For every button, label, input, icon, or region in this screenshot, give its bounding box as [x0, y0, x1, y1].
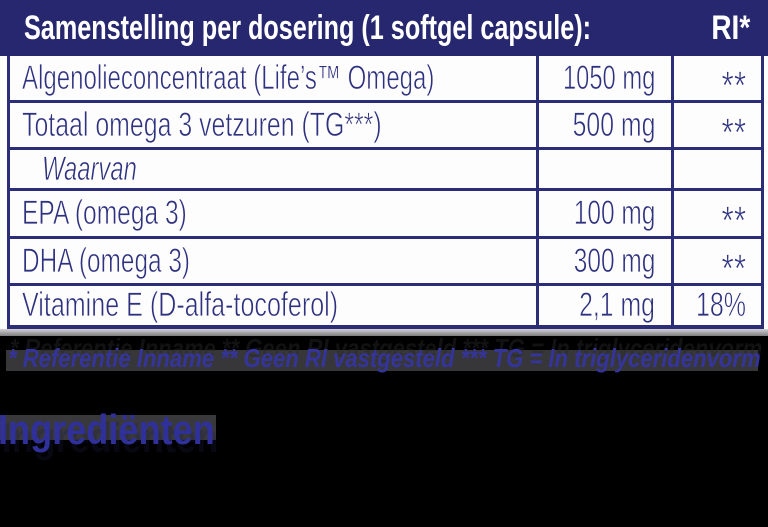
table-row-amount: [539, 150, 671, 188]
ingredient-name: Totaal omega 3 vetzuren (TG***): [22, 105, 382, 144]
ingredient-name: Algenolieconcentraat (Life’s™ Omega): [22, 58, 435, 97]
table-header-ri-text: RI*: [711, 8, 750, 47]
table-row-amount: 500 mg: [539, 103, 671, 147]
table-row-ingredient-name: Vitamine E (D-alfa-tocoferol): [10, 286, 536, 325]
table-row-ingredient-name: Totaal omega 3 vetzuren (TG***): [10, 103, 536, 147]
footnote-text: * Referentie Inname ** Geen RI vastgeste…: [8, 342, 761, 373]
ingredients-heading: Ingrediënten: [0, 402, 250, 458]
ingredient-ri: 18%: [695, 286, 747, 324]
table-row-ingredient-name: DHA (omega 3): [10, 239, 536, 283]
table-row-ri: **: [674, 103, 761, 147]
heading-halo: [0, 415, 216, 440]
table-row-ri: **: [674, 191, 761, 236]
ingredient-amount: 300 mg: [573, 241, 655, 280]
composition-table: Algenolieconcentraat (Life’s™ Omega) 105…: [7, 56, 764, 329]
table-row-ri: [674, 150, 761, 188]
ingredient-amount: 2,1 mg: [579, 286, 655, 324]
ingredient-amount: 1050 mg: [562, 58, 655, 97]
footnote: * Referentie Inname ** Geen RI vastgeste…: [8, 342, 768, 374]
ingredients-heading-text: Ingrediënten: [0, 406, 215, 453]
table-header-title-text: Samenstelling per dosering (1 softgel ca…: [24, 8, 591, 47]
divider-strip: [0, 329, 768, 336]
table-row-amount: 100 mg: [539, 191, 671, 236]
table-row-ri: 18%: [674, 286, 761, 325]
ingredient-ri: **: [721, 199, 746, 236]
footnote-halo: [6, 350, 758, 371]
ingredient-amount: 100 mg: [573, 194, 655, 233]
ingredient-name: Vitamine E (D-alfa-tocoferol): [22, 286, 339, 324]
table-header-title: Samenstelling per dosering (1 softgel ca…: [24, 0, 768, 56]
ingredient-name: EPA (omega 3): [22, 194, 187, 233]
table-row-ri: **: [674, 239, 761, 283]
ingredient-name: DHA (omega 3): [22, 241, 191, 280]
table-row-ingredient-name: Algenolieconcentraat (Life’s™ Omega): [10, 56, 536, 100]
ingredient-ri: **: [721, 110, 746, 147]
table-row-amount: 300 mg: [539, 239, 671, 283]
table-row-ri: **: [674, 56, 761, 100]
table-row-amount: 1050 mg: [539, 56, 671, 100]
table-row-amount: 2,1 mg: [539, 286, 671, 325]
table-header-ri-label: RI*: [703, 0, 750, 56]
ingredient-ri: **: [721, 63, 746, 100]
table-header-row: Samenstelling per dosering (1 softgel ca…: [0, 0, 768, 56]
ingredient-name: Waarvan: [42, 150, 137, 188]
ingredient-ri: **: [721, 246, 746, 283]
table-row-ingredient-name: Waarvan: [10, 150, 536, 188]
table-row-ingredient-name: EPA (omega 3): [10, 191, 536, 236]
ingredient-amount: 500 mg: [572, 105, 655, 144]
